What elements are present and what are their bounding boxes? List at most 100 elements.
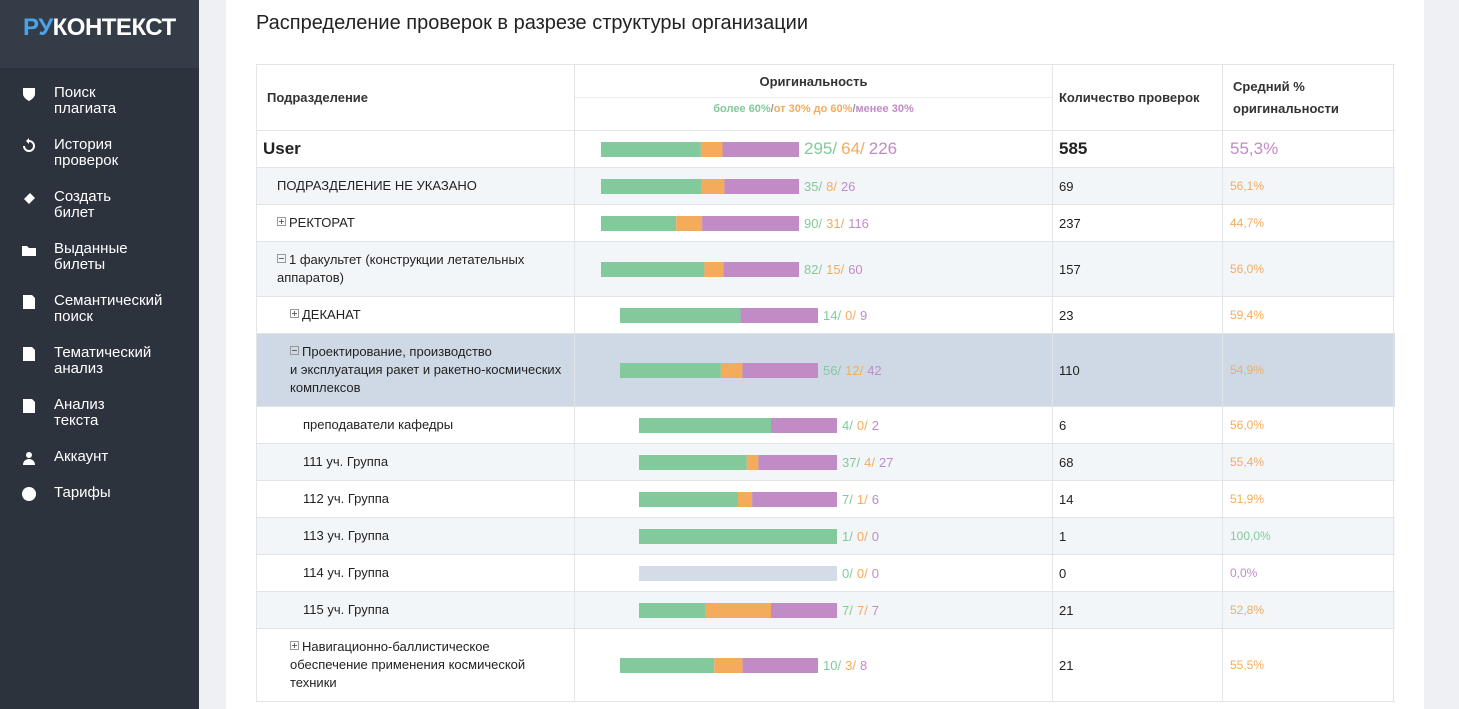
table-row[interactable]: Навигационно-баллистическое обеспечение п… [257,629,1395,702]
bar-segment [771,417,837,433]
header-cell[interactable]: Количество проверок [1053,65,1223,130]
unit-label: преподаватели кафедры [303,408,459,442]
table-row[interactable]: ПОДРАЗДЕЛЕНИЕ НЕ УКАЗАНО 35/8/26 69 56,1% [257,168,1395,205]
table-row[interactable]: 114 уч. Группа 0/0/0 0 0,0% [257,555,1395,592]
bar-segment [601,141,701,157]
header-cell[interactable]: Подразделение [257,65,575,130]
nav-icon [22,246,36,256]
counts: 10/3/8 [823,658,867,673]
bar [620,362,818,378]
unit-cell: 112 уч. Группа [257,481,575,517]
count: 12 [845,362,860,378]
unit-label-line: User [263,139,301,158]
bar-segment [724,178,799,194]
unit-label-line: комплексов [290,380,361,395]
header-cell[interactable]: Средний % оригинальности [1223,65,1394,130]
count-separator: / [833,178,837,194]
unit-label-line: техники [290,675,337,690]
unit-label: РЕКТОРАТ [277,206,361,240]
table-row[interactable]: 111 уч. Группа 37/4/27 68 55,4% [257,444,1395,481]
count-separator: / [818,178,823,194]
bar-segment [639,528,837,544]
bar [639,565,837,581]
toggle-icon[interactable] [277,254,286,263]
count: 60 [848,261,863,277]
bar-segment [639,454,747,470]
bar-cell: 82/15/60 [575,242,1053,296]
table-row[interactable]: преподаватели кафедры 4/0/2 6 56,0% [257,407,1395,444]
count-separator: / [864,528,868,544]
count: 4 [864,454,872,470]
avg-cell: 56,0% [1223,242,1394,296]
total-cell: 14 [1053,481,1223,517]
table-row[interactable]: User 295/64/226 585 55,3% [257,131,1395,168]
icon-shape [23,399,35,413]
table-row[interactable]: ДЕКАНАТ 14/0/9 23 59,4% [257,297,1395,334]
count: 7 [871,602,879,618]
unit-cell: 1 факультет (конструкции летательных аппа… [257,242,575,296]
toggle-icon[interactable] [277,217,286,226]
table-row[interactable]: 115 уч. Группа 7/7/7 21 52,8% [257,592,1395,629]
bar-segment [752,491,837,507]
legend: более 60% / от 30% до 60% / менее 30% [575,98,1052,120]
toggle-icon[interactable] [290,346,299,355]
unit-label: 115 уч. Группа [303,593,395,627]
icon-shape [22,487,36,501]
unit-label-line: и эксплуатация ракет и ракетно-космическ… [290,362,562,377]
unit-label-line: Навигационно-баллистическое [302,639,490,654]
table-row[interactable]: РЕКТОРАТ 90/31/116 237 44,7% [257,205,1395,242]
count: 56 [823,362,838,378]
logo-text: КОНТЕКСТ [52,14,177,41]
bar-segment [722,141,799,157]
unit-label: Проектирование, производство и эксплуатац… [290,335,567,405]
unit-label-line: 115 уч. Группа [303,602,390,617]
bar [620,307,818,323]
count-separator: / [856,454,861,470]
icon-shape [24,193,35,204]
header-title[interactable]: Оригинальность [575,65,1052,98]
count: 0 [871,528,879,544]
avg-cell: 0,0% [1223,555,1394,591]
counts: 56/12/42 [823,363,882,378]
bar-cell: 37/4/27 [575,444,1053,480]
count-separator: / [849,528,853,544]
total-cell: 0 [1053,555,1223,591]
bar-empty [639,565,837,581]
avg-cell: 56,0% [1223,407,1394,443]
bar [601,141,799,157]
bar-segment [620,657,715,673]
count: 7 [842,602,850,618]
count: 0 [856,565,865,581]
bar-segment [639,602,705,618]
total-cell: 110 [1053,334,1223,406]
count: 10 [823,657,838,673]
bar-segment [639,491,738,507]
nav-label: Тематический анализ [54,345,151,377]
table-row[interactable]: 113 уч. Группа 1/0/0 1 100,0% [257,518,1395,555]
count: 7 [856,602,865,618]
unit-label-line: обеспечение применения космической [290,657,526,672]
avg-cell: 59,4% [1223,297,1394,333]
unit-cell: ДЕКАНАТ [257,297,575,333]
table-row[interactable]: 1 факультет (конструкции летательных аппа… [257,242,1395,297]
count-separator: / [860,139,865,158]
count: 295 [804,139,833,158]
count: 1 [842,528,850,544]
logo[interactable]: РУКОНТЕКСТ [0,0,199,68]
avg-cell: 44,7% [1223,205,1394,241]
unit-label-line: 113 уч. Группа [303,528,390,543]
bar-cell: 1/0/0 [575,518,1053,554]
count: 0 [856,528,865,544]
unit-cell: РЕКТОРАТ [257,205,575,241]
avg-cell: 54,9% [1223,334,1394,406]
count-separator: / [818,261,823,277]
bar-segment [758,454,837,470]
table-row[interactable]: 112 уч. Группа 7/1/6 14 51,9% [257,481,1395,518]
unit-label-line: 1 факультет (конструкции летательных [289,252,525,267]
bar-cell: 10/3/8 [575,629,1053,701]
nav-icon [24,193,35,204]
table-row[interactable]: Проектирование, производство и эксплуатац… [257,334,1395,407]
toggle-icon[interactable] [290,309,299,318]
toggle-icon[interactable] [290,641,299,650]
count: 1 [856,491,865,507]
